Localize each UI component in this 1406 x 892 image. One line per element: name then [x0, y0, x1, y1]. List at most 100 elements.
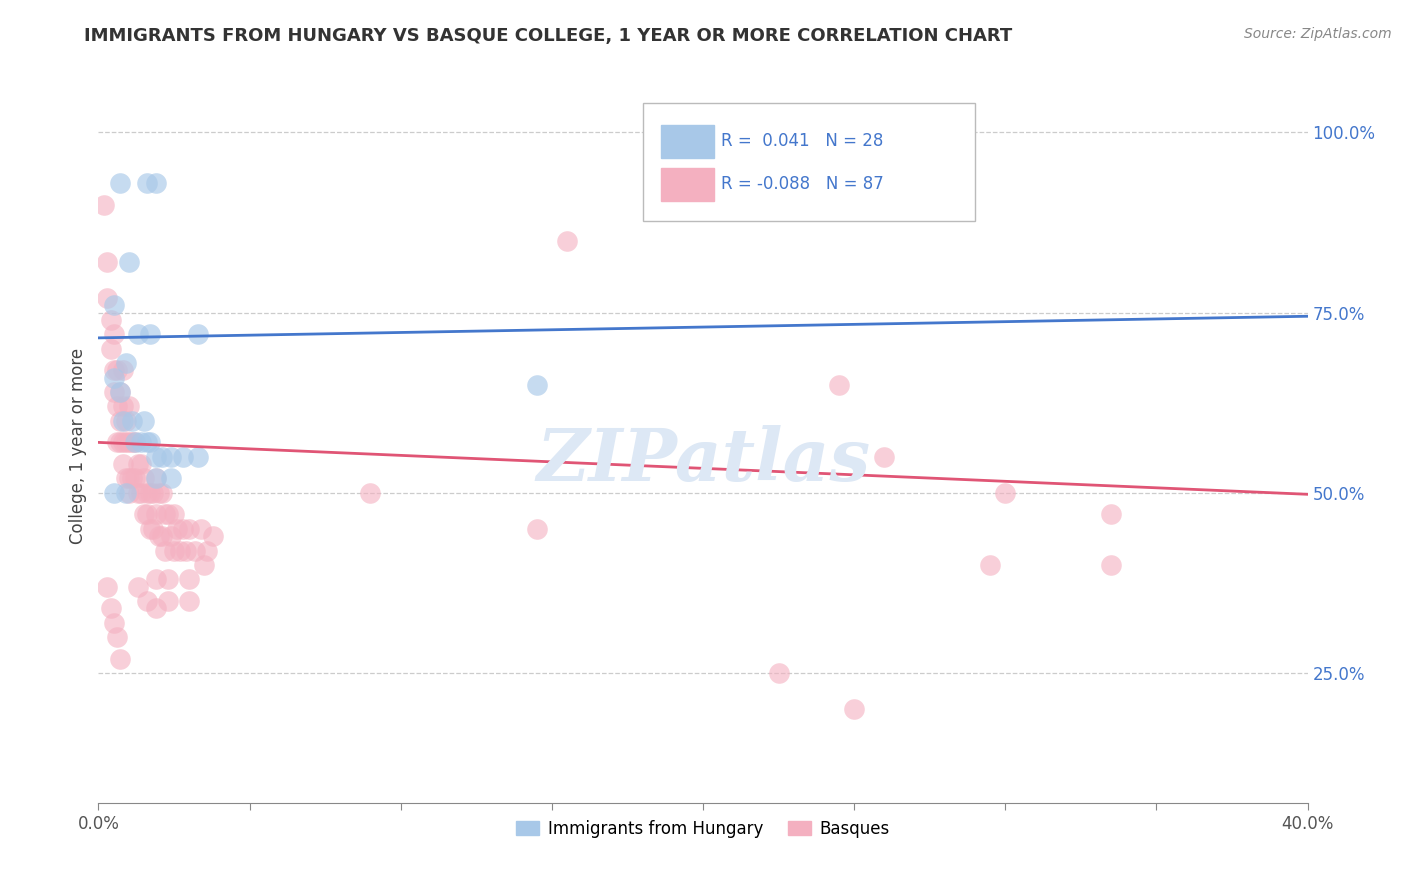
Point: [108, 435, 131, 450]
Point: [127, 327, 149, 342]
Point: [103, 298, 125, 312]
Point: [114, 414, 136, 428]
Point: [108, 176, 131, 190]
Point: [160, 450, 183, 464]
Point: [135, 486, 157, 500]
FancyBboxPatch shape: [643, 103, 976, 221]
Point: [121, 414, 143, 428]
Point: [124, 435, 146, 450]
Point: [163, 543, 186, 558]
Point: [105, 363, 128, 377]
Point: [135, 508, 157, 522]
Point: [114, 435, 136, 450]
Text: ZIPatlas: ZIPatlas: [536, 425, 870, 496]
Point: [526, 377, 548, 392]
Point: [172, 522, 194, 536]
Point: [132, 414, 155, 428]
Point: [145, 176, 167, 190]
Point: [169, 543, 191, 558]
Point: [145, 572, 167, 586]
Point: [142, 522, 165, 536]
Point: [1099, 508, 1122, 522]
Point: [360, 486, 382, 500]
Point: [105, 630, 128, 644]
Point: [156, 594, 179, 608]
Point: [132, 508, 155, 522]
Point: [111, 435, 134, 450]
Point: [526, 522, 548, 536]
Text: IMMIGRANTS FROM HUNGARY VS BASQUE COLLEGE, 1 YEAR OR MORE CORRELATION CHART: IMMIGRANTS FROM HUNGARY VS BASQUE COLLEG…: [84, 27, 1012, 45]
Point: [100, 313, 122, 327]
Point: [121, 471, 143, 485]
Point: [145, 601, 167, 615]
Point: [979, 558, 1001, 572]
Legend: Immigrants from Hungary, Basques: Immigrants from Hungary, Basques: [509, 814, 897, 845]
Point: [103, 327, 125, 342]
Point: [166, 522, 188, 536]
Point: [202, 529, 225, 543]
Point: [118, 471, 141, 485]
Point: [114, 471, 136, 485]
Point: [118, 255, 141, 269]
Point: [179, 522, 201, 536]
Point: [150, 486, 173, 500]
Point: [127, 486, 149, 500]
Point: [124, 435, 146, 450]
Point: [135, 435, 157, 450]
Point: [145, 471, 167, 485]
Point: [873, 450, 896, 464]
Point: [145, 450, 167, 464]
Point: [103, 486, 125, 500]
Point: [555, 234, 578, 248]
Point: [100, 601, 122, 615]
Point: [105, 400, 128, 414]
Point: [111, 414, 134, 428]
Point: [160, 471, 183, 485]
Point: [190, 522, 212, 536]
Point: [135, 594, 157, 608]
Point: [111, 400, 134, 414]
Point: [132, 471, 155, 485]
Point: [129, 486, 152, 500]
Point: [100, 342, 122, 356]
Y-axis label: College, 1 year or more: College, 1 year or more: [69, 348, 87, 544]
Point: [174, 543, 197, 558]
Point: [96, 255, 118, 269]
Point: [179, 572, 201, 586]
Point: [150, 529, 173, 543]
Point: [96, 580, 118, 594]
Point: [145, 471, 167, 485]
Point: [193, 558, 215, 572]
Point: [994, 486, 1017, 500]
Point: [142, 486, 165, 500]
Text: R =  0.041   N = 28: R = 0.041 N = 28: [721, 132, 883, 150]
Point: [187, 327, 209, 342]
Point: [139, 522, 162, 536]
Point: [118, 400, 141, 414]
Point: [108, 384, 131, 399]
Point: [105, 435, 128, 450]
FancyBboxPatch shape: [661, 125, 714, 158]
Point: [156, 508, 179, 522]
Point: [1099, 558, 1122, 572]
Point: [108, 651, 131, 665]
Point: [96, 291, 118, 305]
Point: [118, 486, 141, 500]
Point: [103, 370, 125, 384]
Point: [156, 572, 179, 586]
Point: [118, 435, 141, 450]
Point: [768, 666, 790, 681]
Point: [150, 450, 173, 464]
Point: [163, 508, 186, 522]
Point: [179, 594, 201, 608]
Point: [153, 508, 176, 522]
Point: [828, 377, 851, 392]
Text: Source: ZipAtlas.com: Source: ZipAtlas.com: [1244, 27, 1392, 41]
Point: [139, 327, 162, 342]
FancyBboxPatch shape: [661, 168, 714, 201]
Point: [93, 197, 115, 211]
Point: [184, 543, 207, 558]
Point: [103, 615, 125, 630]
Text: R = -0.088   N = 87: R = -0.088 N = 87: [721, 175, 884, 193]
Point: [108, 414, 131, 428]
